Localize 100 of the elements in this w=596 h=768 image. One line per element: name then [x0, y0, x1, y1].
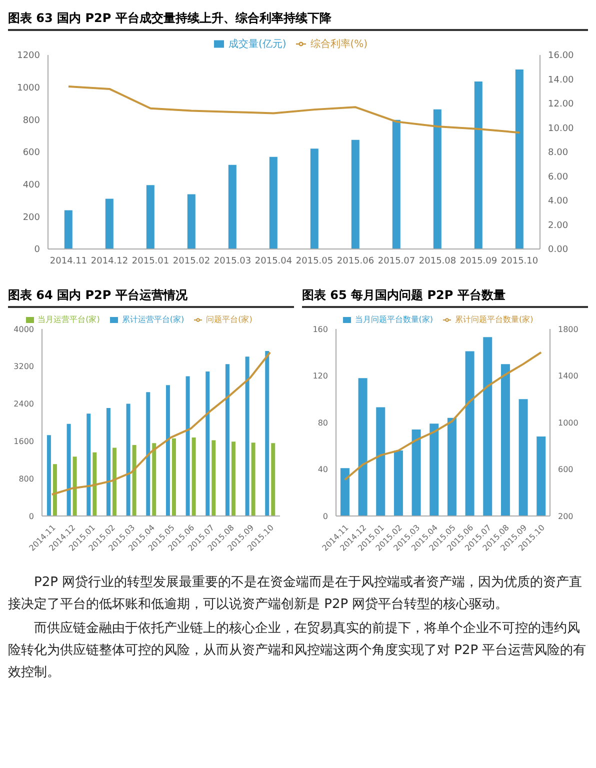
y2-tick-label: 2.00 — [548, 220, 568, 231]
bar — [192, 437, 196, 516]
bar — [340, 468, 350, 516]
y-tick-label: 0 — [28, 512, 34, 521]
line-series — [344, 351, 542, 481]
bar — [433, 109, 442, 249]
bar — [465, 351, 474, 516]
bar — [251, 442, 256, 516]
y-tick-label: 80 — [318, 418, 328, 428]
y-tick-label: 4000 — [14, 324, 34, 334]
y2-tick-label: 200 — [558, 512, 574, 521]
bar — [376, 407, 386, 516]
y-tick-label: 0 — [34, 245, 40, 256]
bar — [66, 424, 71, 516]
bar — [166, 385, 170, 516]
bar — [394, 450, 403, 516]
bar — [186, 376, 190, 516]
x-tick-label: 2015.08 — [418, 256, 456, 266]
chart-title: 图表 65 每月国内问题 P2P 平台数量 — [302, 285, 588, 308]
bar — [245, 356, 250, 516]
bar — [500, 364, 510, 516]
bar — [86, 414, 91, 516]
bar — [265, 350, 270, 516]
y2-tick-label: 6.00 — [548, 172, 568, 182]
bar — [447, 418, 456, 516]
bar — [152, 443, 156, 516]
y-tick-label: 200 — [22, 212, 40, 223]
chart-title: 图表 63 国内 P2P 平台成交量持续上升、综合利率持续下降 — [8, 8, 588, 31]
bar — [474, 82, 482, 249]
y2-tick-label: 1000 — [558, 418, 578, 428]
legend-label: 当月运营平台(家) — [38, 315, 100, 324]
bar — [212, 440, 216, 516]
text: 而供应链金融由于依托产业链上的核心企业，在贸易真实的前提下，将单个企业不可控的违约风险转化为供应链整体可控的风险，从而从资产端和风控端这两个角度实现了对 P2P 平台运营风险的有效控制。 — [8, 620, 588, 682]
x-tick-label: 2015.05 — [296, 256, 334, 266]
legend-label: 问题平台(家) — [206, 315, 252, 324]
y-tick-label: 800 — [22, 116, 40, 126]
y-tick-label: 1000 — [17, 84, 40, 94]
y-tick-label: 600 — [22, 148, 40, 158]
legend-label: 累计运营平台(家) — [122, 315, 184, 324]
bar — [518, 399, 528, 516]
x-tick-label: 2014.11 — [50, 256, 88, 266]
bar — [271, 443, 276, 516]
bar — [228, 164, 236, 249]
legend-label: 累计问题平台数量(家) — [455, 315, 534, 324]
y2-tick-label: 600 — [558, 465, 574, 474]
legend-label: 综合利率(%) — [310, 39, 368, 50]
bar — [146, 392, 150, 516]
bar — [206, 372, 210, 516]
x-tick-label: 2015.06 — [336, 256, 374, 266]
bar — [132, 444, 136, 516]
bar — [392, 120, 400, 249]
y-tick-label: 120 — [312, 372, 328, 381]
x-tick-label: 2015.04 — [254, 256, 292, 266]
x-tick-label: 2015.01 — [132, 256, 170, 266]
bar — [310, 148, 318, 249]
bar — [64, 210, 72, 249]
y-tick-label: 1600 — [14, 437, 34, 446]
y2-tick-label: 16.00 — [548, 51, 574, 62]
bar — [269, 156, 278, 249]
legend-label: 当月问题平台数量(家) — [354, 315, 433, 324]
bar — [412, 430, 421, 516]
bar — [126, 404, 130, 516]
legend-label: 成交量(亿元) — [228, 39, 286, 50]
bar — [106, 408, 110, 516]
bar — [172, 438, 176, 516]
y-tick-label: 160 — [312, 324, 328, 334]
y2-tick-label: 10.00 — [548, 124, 574, 134]
bar — [536, 436, 546, 516]
bar — [105, 198, 114, 249]
y-tick-label: 2400 — [14, 400, 34, 409]
chart-title: 图表 64 国内 P2P 平台运营情况 — [8, 285, 294, 308]
bar — [225, 364, 230, 516]
y2-tick-label: 4.00 — [548, 196, 568, 207]
y-tick-label: 40 — [318, 465, 328, 474]
bar — [483, 337, 492, 516]
line-series — [68, 86, 520, 134]
bar — [92, 452, 97, 516]
bar — [187, 194, 196, 249]
bar — [351, 140, 360, 249]
y-tick-label: 800 — [18, 474, 34, 484]
x-tick-label: 2015.03 — [214, 256, 252, 266]
x-tick-label: 2014.12 — [90, 256, 128, 266]
y-tick-label: 0 — [322, 512, 328, 521]
x-tick-label: 2015.10 — [500, 256, 538, 266]
y2-tick-label: 1400 — [558, 372, 578, 381]
bar — [358, 378, 368, 516]
bar — [430, 424, 439, 516]
line-series — [50, 351, 272, 496]
bar — [52, 464, 57, 516]
y-tick-label: 1200 — [17, 51, 40, 62]
bar — [146, 185, 154, 249]
y2-tick-label: 14.00 — [548, 75, 574, 86]
x-tick-label: 2015.07 — [378, 256, 416, 266]
y2-tick-label: 8.00 — [548, 148, 568, 158]
bar — [72, 456, 77, 516]
bar — [46, 435, 51, 516]
bar — [112, 448, 116, 516]
x-tick-label: 2015.02 — [172, 256, 210, 266]
bar — [231, 442, 236, 516]
text: P2P 网贷行业的转型发展最重要的不是在资金端而是在于风控端或者资产端，因为优质的资产直接决定了平台的低坏账和低逾期，可以说资产端创新是 P2P 网贷平台转型的核心驱动。 — [8, 574, 584, 614]
